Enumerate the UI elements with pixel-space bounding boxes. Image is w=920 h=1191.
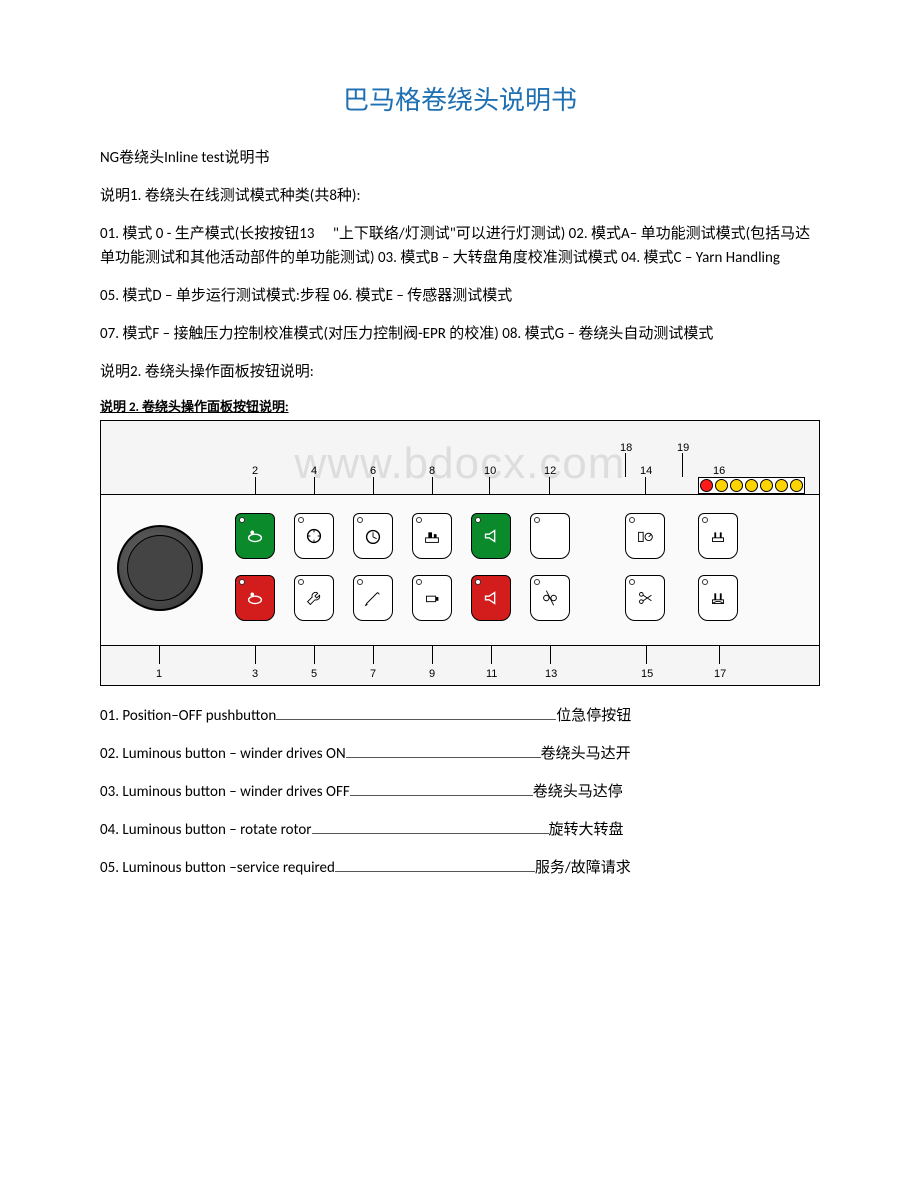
paragraph: 说明2. 卷绕头操作面板按钮说明:	[100, 360, 820, 384]
item-en: 02. Luminous button – winder drives ON	[100, 745, 346, 763]
label-10: 10	[484, 463, 496, 481]
label-1: 1	[156, 666, 162, 684]
label-13: 13	[545, 666, 557, 684]
item-row: 01. Position–OFF pushbutton 位急停按钮	[100, 704, 820, 728]
blank-line	[350, 781, 533, 796]
led-strip	[698, 477, 805, 494]
thread-icon	[707, 525, 729, 547]
label-14: 14	[640, 463, 652, 481]
thread2-icon	[707, 587, 729, 609]
btn-4-rotate[interactable]	[294, 513, 334, 559]
horn-icon	[480, 525, 502, 547]
item-row: 05. Luminous button –service required 服务/…	[100, 856, 820, 880]
item-cn: 服务/故障请求	[535, 859, 631, 877]
item-list: 01. Position–OFF pushbutton 位急停按钮 02. Lum…	[100, 704, 820, 880]
item-row: 04. Luminous button – rotate rotor 旋转大转盘	[100, 818, 820, 842]
item-row: 03. Luminous button – winder drives OFF 卷…	[100, 780, 820, 804]
gauge-icon	[634, 525, 656, 547]
btn-16-thread[interactable]	[698, 513, 738, 559]
bobbin-icon	[421, 587, 443, 609]
label-5: 5	[311, 666, 317, 684]
diagram-caption: 说明 2. 卷绕头操作面板按钮说明:	[100, 398, 820, 419]
btn-8-doff[interactable]	[412, 513, 452, 559]
drive-on-icon	[244, 525, 266, 547]
label-18: 18	[620, 440, 632, 458]
label-3: 3	[252, 666, 258, 684]
item-en: 01. Position–OFF pushbutton	[100, 707, 276, 725]
scissors-icon	[634, 587, 656, 609]
paragraph: 05. 模式D – 单步运行测试模式:步程 06. 模式E – 传感器测试模式	[100, 284, 820, 308]
label-17: 17	[714, 666, 726, 684]
btn-5-service[interactable]	[294, 575, 334, 621]
btn-15-cut[interactable]	[625, 575, 665, 621]
page-title: 巴马格卷绕头说明书	[100, 80, 820, 122]
item-row: 02. Luminous button – winder drives ON 卷绕…	[100, 742, 820, 766]
item-en: 03. Luminous button – winder drives OFF	[100, 783, 350, 801]
blank-line	[276, 705, 556, 720]
btn-10-alarm-on[interactable]	[471, 513, 511, 559]
screw-icon	[362, 587, 384, 609]
btn-2-drives-on[interactable]	[235, 513, 275, 559]
emergency-stop-knob[interactable]	[117, 525, 203, 611]
link-icon	[539, 587, 561, 609]
btn-17-thread2[interactable]	[698, 575, 738, 621]
label-12: 12	[544, 463, 556, 481]
rotate-icon	[303, 525, 325, 547]
wrench-icon	[303, 587, 325, 609]
label-19: 19	[677, 440, 689, 458]
btn-13-link-lamp[interactable]	[530, 575, 570, 621]
item-cn: 位急停按钮	[556, 707, 631, 725]
clock-icon	[362, 525, 384, 547]
horn-off-icon	[480, 587, 502, 609]
btn-7-screw[interactable]	[353, 575, 393, 621]
item-en: 05. Luminous button –service required	[100, 859, 335, 877]
btn-9-bobbin[interactable]	[412, 575, 452, 621]
panel-diagram: www.bdocx.com 2 4 6 8 10 12 14 16 18 19	[100, 420, 820, 686]
blank-line	[312, 819, 549, 834]
item-en: 04. Luminous button – rotate rotor	[100, 821, 312, 839]
label-15: 15	[641, 666, 653, 684]
label-11: 11	[486, 666, 497, 684]
btn-11-alarm-off[interactable]	[471, 575, 511, 621]
btn-14-speed[interactable]	[625, 513, 665, 559]
btn-3-drives-off[interactable]	[235, 575, 275, 621]
btn-6-timer[interactable]	[353, 513, 393, 559]
blank-line	[346, 743, 541, 758]
label-7: 7	[370, 666, 376, 684]
btn-12-blank[interactable]	[530, 513, 570, 559]
item-cn: 卷绕头马达开	[541, 745, 631, 763]
label-9: 9	[429, 666, 435, 684]
drive-off-icon	[244, 587, 266, 609]
doff-icon	[421, 525, 443, 547]
paragraph: NG卷绕头Inline test说明书	[100, 146, 820, 170]
paragraph: 01. 模式 0 - 生产模式(长按按钮13 "上下联络/灯测试"可以进行灯测试…	[100, 222, 820, 270]
item-cn: 卷绕头马达停	[533, 783, 623, 801]
item-cn: 旋转大转盘	[549, 821, 624, 839]
blank-line	[335, 857, 535, 872]
paragraph: 07. 模式F – 接触压力控制校准模式(对压力控制阀-EPR 的校准) 08.…	[100, 322, 820, 346]
paragraph: 说明1. 卷绕头在线测试模式种类(共8种):	[100, 184, 820, 208]
